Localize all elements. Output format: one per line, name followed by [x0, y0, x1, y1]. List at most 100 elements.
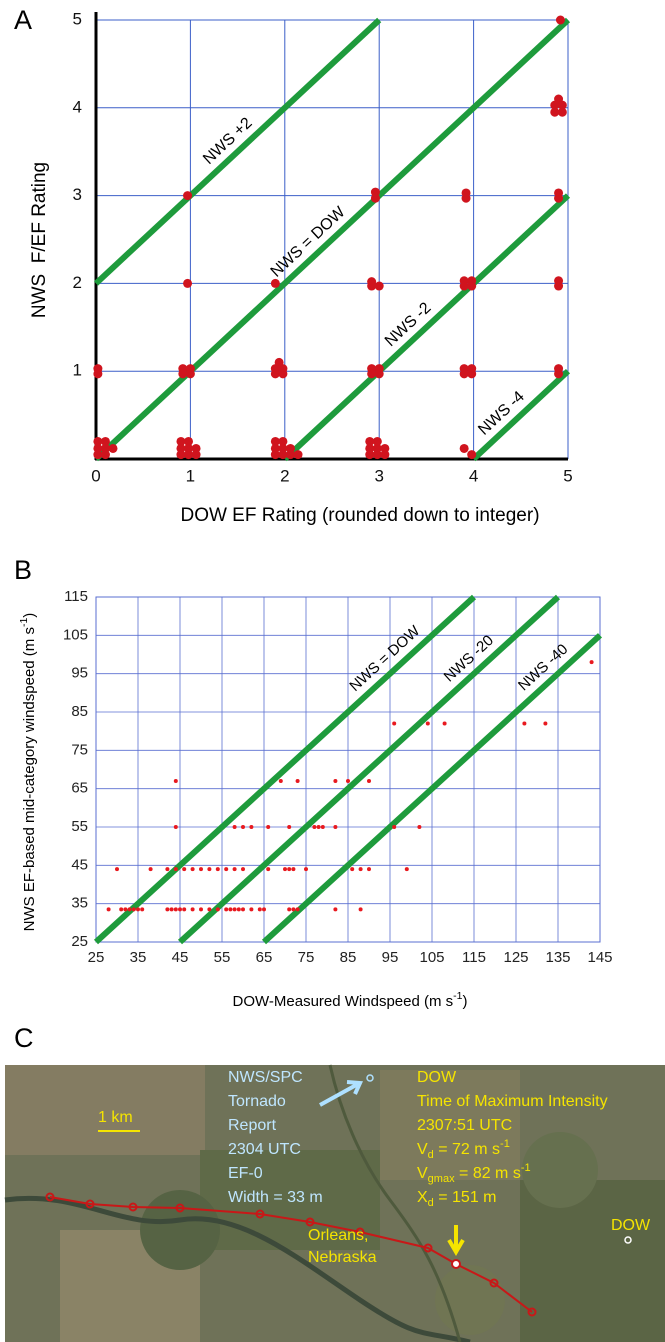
data-point [350, 867, 354, 871]
data-point [249, 825, 253, 829]
x-axis-title-text: DOW-Measured Windspeed (m s [233, 993, 454, 1010]
reference-line [96, 20, 379, 283]
data-point [294, 450, 303, 459]
data-point [287, 907, 291, 911]
x-tick-label: 2 [280, 466, 289, 485]
data-point [174, 825, 178, 829]
data-point [590, 660, 594, 664]
y-tick-label: 105 [63, 626, 88, 643]
data-point [241, 825, 245, 829]
data-point [191, 867, 195, 871]
y-tick-label: 5 [73, 9, 82, 28]
report-text: EF-0 [228, 1165, 263, 1182]
data-point [165, 907, 169, 911]
data-point [170, 907, 174, 911]
panel-label: B [14, 555, 32, 585]
superscript: -1 [500, 1138, 510, 1150]
data-point [199, 867, 203, 871]
y-tick-label: 2 [73, 273, 82, 292]
data-point [417, 825, 421, 829]
data-point [182, 907, 186, 911]
y-tick-label: 55 [71, 818, 88, 835]
data-point [380, 450, 389, 459]
data-point [367, 282, 376, 291]
data-point [216, 907, 220, 911]
data-point [291, 907, 295, 911]
data-point [233, 825, 237, 829]
data-point [140, 907, 144, 911]
x-tick-label: 125 [503, 949, 528, 966]
data-point [296, 907, 300, 911]
y-axis-title-text: NWS EF-based mid-category windspeed (m s [21, 627, 38, 931]
report-text: 2304 UTC [228, 1141, 301, 1158]
dow-text: DOW [417, 1069, 457, 1086]
value-text: = 82 m s [455, 1165, 521, 1182]
data-point [333, 907, 337, 911]
data-point [191, 907, 195, 911]
symbol: V [417, 1165, 428, 1182]
data-point [108, 444, 117, 453]
x-tick-label: 1 [186, 466, 195, 485]
data-point [174, 907, 178, 911]
data-point [192, 450, 201, 459]
x-tick-label: 3 [374, 466, 383, 485]
symbol: V [417, 1141, 428, 1158]
data-point [182, 867, 186, 871]
x-tick-label: 135 [545, 949, 570, 966]
data-point [199, 907, 203, 911]
data-point [262, 907, 266, 911]
data-point [426, 722, 430, 726]
y-tick-label: 85 [71, 703, 88, 720]
data-point [554, 194, 563, 203]
data-point [258, 907, 262, 911]
scale-bar-label: 1 km [98, 1109, 133, 1126]
panel-label: C [14, 1023, 34, 1053]
data-point [333, 825, 337, 829]
data-point [367, 867, 371, 871]
x-axis-title: DOW-Measured Windspeed (m s-1) [233, 990, 468, 1010]
x-tick-label: 4 [469, 466, 478, 485]
data-point [371, 194, 380, 203]
y-tick-label: 65 [71, 780, 88, 797]
data-point [241, 907, 245, 911]
data-point [186, 369, 195, 378]
data-point [556, 16, 565, 25]
data-point [283, 867, 287, 871]
y-axis-title: NWS F/EF Rating [29, 162, 50, 318]
y-tick-label: 35 [71, 895, 88, 912]
data-point [346, 779, 350, 783]
x-tick-label: 0 [91, 466, 100, 485]
data-point [119, 907, 123, 911]
y-tick-label: 95 [71, 665, 88, 682]
data-point [554, 369, 563, 378]
x-axis-title-sup: -1 [453, 990, 462, 1002]
data-point [266, 867, 270, 871]
report-text: NWS/SPC [228, 1069, 303, 1086]
x-tick-label: 85 [340, 949, 357, 966]
x-tick-label: 65 [256, 949, 273, 966]
data-point [183, 279, 192, 288]
data-point [249, 907, 253, 911]
y-tick-label: 4 [73, 97, 82, 116]
data-point [216, 867, 220, 871]
data-point [93, 369, 102, 378]
x-axis-title: DOW EF Rating (rounded down to integer) [180, 505, 539, 526]
data-point [367, 779, 371, 783]
y-axis-title-text: ) [21, 613, 38, 618]
superscript: -1 [521, 1162, 531, 1174]
data-point [304, 867, 308, 871]
data-point [183, 191, 192, 200]
data-point [467, 282, 476, 291]
data-point [462, 194, 471, 203]
data-point [149, 867, 153, 871]
data-point [233, 907, 237, 911]
data-point [279, 779, 283, 783]
x-tick-label: 35 [130, 949, 147, 966]
data-point [224, 867, 228, 871]
data-point [287, 825, 291, 829]
dow-marker-label: DOW [611, 1217, 651, 1234]
report-text: Report [228, 1117, 277, 1134]
line-label: NWS = DOW [268, 203, 350, 281]
data-point [128, 907, 132, 911]
x-tick-label: 45 [172, 949, 189, 966]
